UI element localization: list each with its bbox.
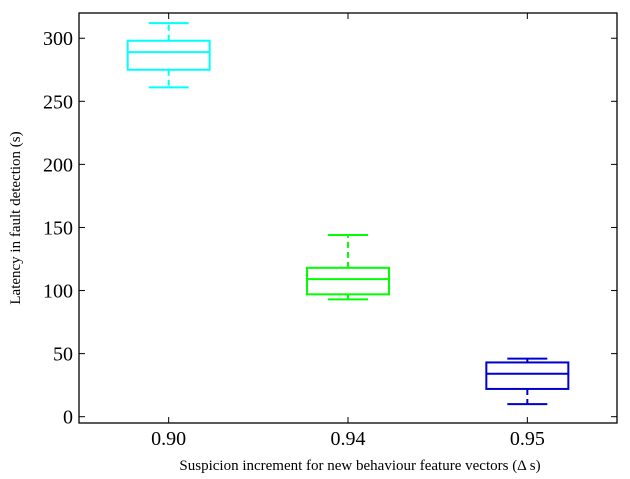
y-tick-label-300: 300 xyxy=(43,28,73,50)
y-axis-label: Latency in fault detection (s) xyxy=(8,131,24,304)
x-tick-label-0.95: 0.95 xyxy=(510,428,545,450)
boxes-layer xyxy=(126,22,570,406)
box-iqr xyxy=(126,39,211,71)
x-axis: 0.90 0.94 0.95 xyxy=(151,13,545,450)
y-tick-label-250: 250 xyxy=(43,91,73,113)
y-tick-label-0: 0 xyxy=(63,407,73,429)
y-tick-label-100: 100 xyxy=(43,281,73,303)
box-0.95 xyxy=(485,357,570,406)
y-tick-label-150: 150 xyxy=(43,217,73,239)
box-0.94 xyxy=(306,234,390,301)
box-iqr xyxy=(485,361,570,390)
y-tick-label-50: 50 xyxy=(53,344,73,366)
box-iqr xyxy=(306,266,390,296)
y-tick-label-200: 200 xyxy=(43,154,73,176)
x-axis-label: Suspicion increment for new behaviour fe… xyxy=(179,458,540,474)
x-tick-label-0.90: 0.90 xyxy=(151,428,186,450)
x-tick-label-0.94: 0.94 xyxy=(331,428,366,450)
y-axis: 0 50 100 150 200 250 300 xyxy=(43,28,617,429)
box-0.90 xyxy=(126,22,211,89)
